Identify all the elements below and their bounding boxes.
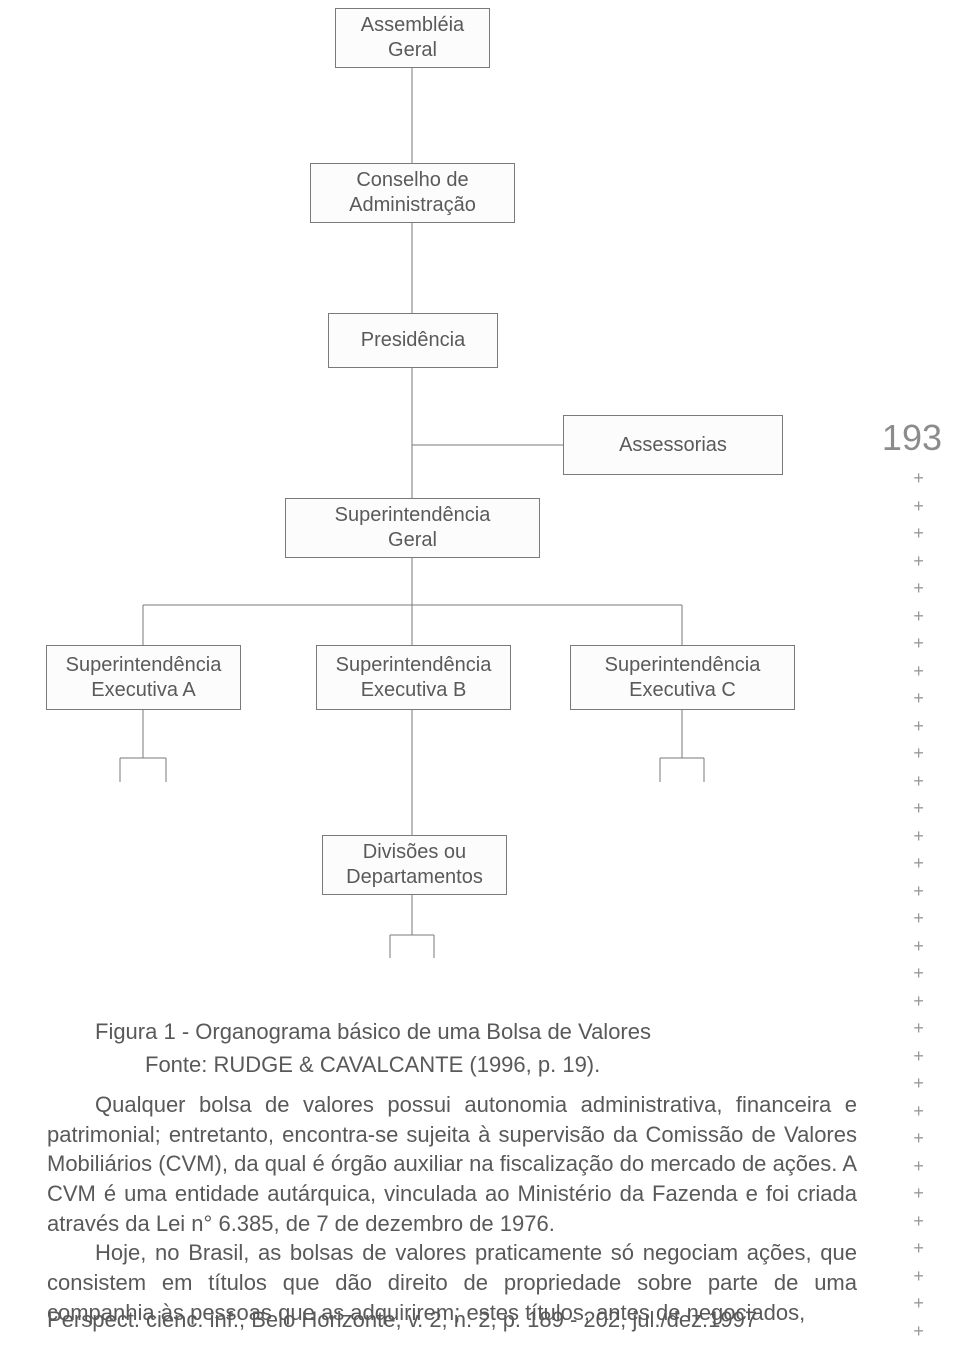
margin-plus-glyph: +: [913, 800, 924, 820]
margin-plus-glyph: +: [913, 883, 924, 903]
margin-plus-glyph: +: [913, 635, 924, 655]
margin-plus-glyph: +: [913, 1240, 924, 1260]
node-superint-geral: SuperintendênciaGeral: [285, 498, 540, 558]
margin-plus-glyph: +: [913, 718, 924, 738]
paragraph-1: Qualquer bolsa de valores possui autonom…: [47, 1092, 857, 1236]
margin-plus-glyph: +: [913, 498, 924, 518]
margin-plus-glyph: +: [913, 608, 924, 628]
figure-caption-line2: Fonte: RUDGE & CAVALCANTE (1996, p. 19).: [145, 1048, 845, 1081]
node-presidencia: Presidência: [328, 313, 498, 368]
margin-plus-glyph: +: [913, 470, 924, 490]
margin-plus-glyph: +: [913, 580, 924, 600]
margin-plus-glyph: +: [913, 553, 924, 573]
journal-footer: Perspect. cienc. inf., Belo Horizonte, v…: [47, 1307, 857, 1333]
margin-plus-glyph: +: [913, 938, 924, 958]
margin-plus-glyph: +: [913, 525, 924, 545]
margin-plus-glyph: +: [913, 828, 924, 848]
margin-plus-glyph: +: [913, 855, 924, 875]
margin-plus-glyph: +: [913, 1103, 924, 1123]
margin-plus-glyph: +: [913, 910, 924, 930]
margin-plus-glyph: +: [913, 1213, 924, 1233]
body-paragraphs: Qualquer bolsa de valores possui autonom…: [47, 1090, 857, 1328]
margin-plus-glyph: +: [913, 745, 924, 765]
margin-plus-glyph: +: [913, 1075, 924, 1095]
margin-plus-glyph: +: [913, 1295, 924, 1315]
margin-plus-glyph: +: [913, 1268, 924, 1288]
margin-plus-glyph: +: [913, 1158, 924, 1178]
node-assessorias: Assessorias: [563, 415, 783, 475]
margin-plus-glyph: +: [913, 965, 924, 985]
node-superint-exec-c: SuperintendênciaExecutiva C: [570, 645, 795, 710]
margin-plus-glyph: +: [913, 773, 924, 793]
node-superint-exec-b: SuperintendênciaExecutiva B: [316, 645, 511, 710]
page-stage: AssembléiaGeral Conselho deAdministração…: [0, 0, 960, 1362]
page-number: 193: [882, 417, 942, 459]
margin-plus-glyph: +: [913, 1185, 924, 1205]
node-assembleia-geral: AssembléiaGeral: [335, 8, 490, 68]
node-superint-exec-a: SuperintendênciaExecutiva A: [46, 645, 241, 710]
margin-plus-glyph: +: [913, 690, 924, 710]
node-conselho-admin: Conselho deAdministração: [310, 163, 515, 223]
margin-plus-glyph: +: [913, 1323, 924, 1343]
margin-plus-glyph: +: [913, 993, 924, 1013]
margin-plus-glyph: +: [913, 1020, 924, 1040]
margin-plus-glyph: +: [913, 1048, 924, 1068]
node-divisoes: Divisões ouDepartamentos: [322, 835, 507, 895]
margin-plus-glyph: +: [913, 1130, 924, 1150]
figure-caption-line1: Figura 1 - Organograma básico de uma Bol…: [95, 1015, 875, 1048]
margin-plus-glyph: +: [913, 663, 924, 683]
